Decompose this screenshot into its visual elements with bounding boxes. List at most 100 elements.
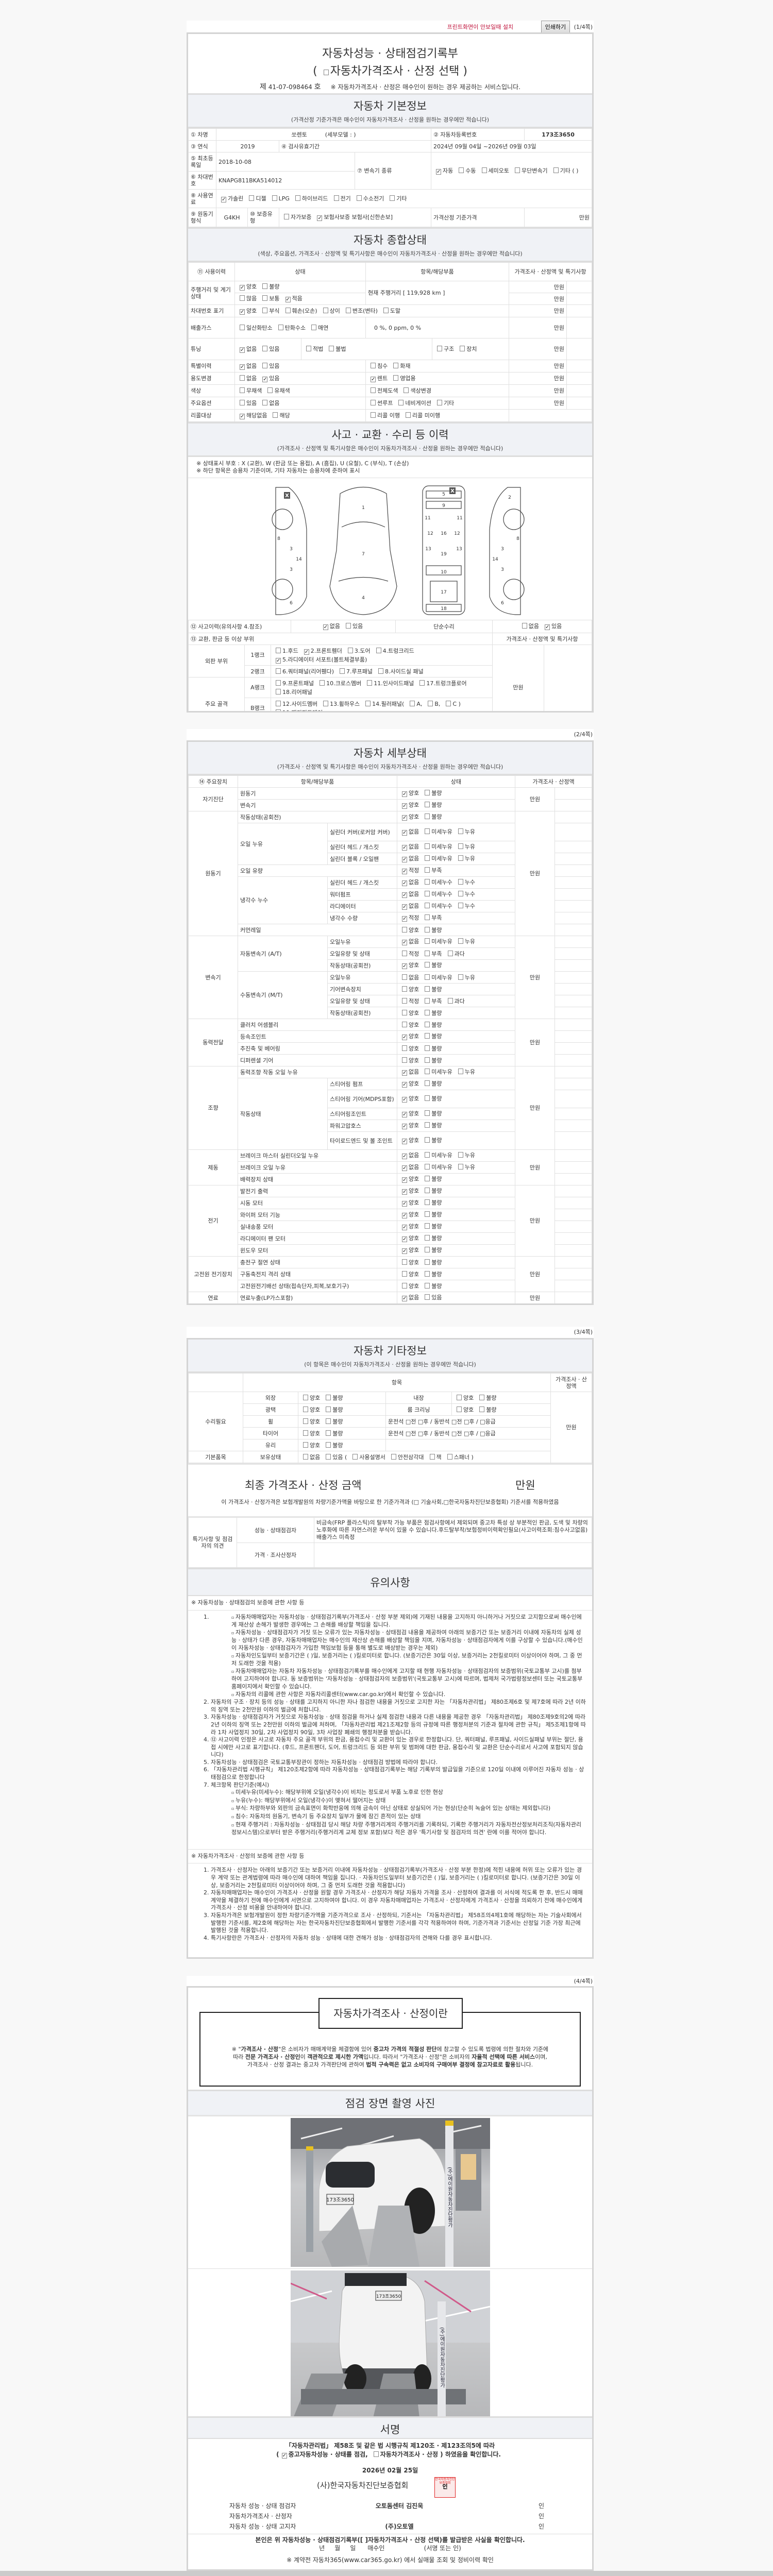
- checkbox[interactable]: [326, 1418, 331, 1424]
- checkbox-option[interactable]: 불량: [422, 1188, 442, 1194]
- checkbox-option[interactable]: ✓ 있음: [260, 375, 280, 382]
- checkbox[interactable]: [522, 623, 527, 629]
- checkbox[interactable]: [326, 1394, 331, 1400]
- checkbox-option[interactable]: 불량: [422, 1122, 442, 1129]
- checkbox-checked[interactable]: ✓: [221, 196, 226, 202]
- checkbox[interactable]: [402, 1057, 407, 1063]
- checkbox-option[interactable]: 불량: [477, 1406, 497, 1413]
- checkbox[interactable]: [391, 1453, 396, 1460]
- checkbox[interactable]: [404, 387, 409, 393]
- checkbox[interactable]: [262, 283, 268, 289]
- checkbox-option[interactable]: 미세누유: [422, 1069, 452, 1075]
- checkbox[interactable]: [446, 700, 451, 706]
- checkbox[interactable]: [402, 1045, 407, 1051]
- checkbox-option[interactable]: ✓ 없음: [399, 1294, 419, 1301]
- checkbox[interactable]: [402, 1021, 407, 1027]
- checkbox-checked[interactable]: ✓: [402, 1139, 407, 1144]
- checkbox-option[interactable]: 미세누유: [422, 828, 452, 835]
- checkbox-checked[interactable]: ✓: [402, 916, 407, 922]
- checkbox[interactable]: [425, 1045, 430, 1051]
- checkbox-checked[interactable]: ✓: [402, 1225, 407, 1230]
- checkbox-option[interactable]: 스패너 ): [445, 1453, 474, 1461]
- checkbox-option[interactable]: 부식: [260, 307, 280, 314]
- checkbox-option[interactable]: 양호: [300, 1394, 320, 1401]
- checkbox[interactable]: [425, 790, 430, 795]
- checkbox-option[interactable]: 누유: [456, 843, 475, 850]
- checkbox-option[interactable]: 있음: [260, 362, 280, 369]
- checkbox-option[interactable]: 미세누수: [422, 903, 452, 909]
- checkbox-option[interactable]: ✓ 없음: [237, 363, 257, 370]
- checkbox[interactable]: [326, 1430, 331, 1436]
- checkbox[interactable]: [457, 1394, 462, 1400]
- checkbox-option[interactable]: 양호: [399, 986, 419, 993]
- checkbox-option[interactable]: 유채색: [265, 387, 290, 394]
- checkbox-option[interactable]: 11.인사이드패널: [364, 680, 414, 687]
- checkbox[interactable]: [402, 1009, 407, 1015]
- checkbox[interactable]: [347, 647, 353, 653]
- checkbox-option[interactable]: 매연: [309, 324, 328, 331]
- checkbox[interactable]: [378, 668, 384, 674]
- checkbox[interactable]: [425, 938, 430, 944]
- checkbox[interactable]: [425, 1270, 430, 1277]
- checkbox-option[interactable]: 기타 ( ): [551, 167, 578, 174]
- checkbox-checked[interactable]: ✓: [402, 1097, 407, 1103]
- checkbox-option[interactable]: 일산화탄소: [237, 324, 273, 331]
- checkbox[interactable]: [436, 400, 442, 405]
- checkbox-option[interactable]: 부족: [422, 914, 442, 921]
- checkbox-option[interactable]: 19.패키지트레이: [273, 709, 323, 711]
- checkbox[interactable]: [425, 1259, 430, 1265]
- checkbox-option[interactable]: 부족: [422, 997, 442, 1005]
- checkbox[interactable]: [458, 828, 463, 834]
- checkbox-option[interactable]: 불량: [477, 1394, 497, 1401]
- checkbox[interactable]: [425, 986, 430, 992]
- checkbox[interactable]: [240, 375, 245, 381]
- checkbox-option[interactable]: 도말: [381, 307, 400, 314]
- checkbox[interactable]: [276, 688, 281, 694]
- checkbox-option[interactable]: 기타: [387, 195, 407, 202]
- checkbox-option[interactable]: 양호: [399, 926, 419, 934]
- checkbox[interactable]: [326, 1453, 331, 1460]
- checkbox-option[interactable]: 17.트렁크플로어: [417, 680, 467, 687]
- checkbox[interactable]: [306, 346, 311, 351]
- checkbox-option[interactable]: 9.프론트패널: [273, 680, 314, 687]
- checkbox[interactable]: [320, 680, 325, 686]
- checkbox[interactable]: [323, 307, 328, 313]
- checkbox-option[interactable]: 불량: [422, 1095, 442, 1102]
- checkbox-option[interactable]: 8.사이드실 패널: [376, 668, 424, 675]
- checkbox-option[interactable]: ✓ 양호: [399, 1033, 419, 1040]
- checkbox-checked[interactable]: ✓: [402, 803, 407, 809]
- checkbox-option[interactable]: 리콜 이행: [368, 412, 400, 419]
- checkbox[interactable]: [479, 1406, 485, 1412]
- checkbox-option[interactable]: ✓ 양호: [399, 1095, 419, 1103]
- checkbox[interactable]: [262, 307, 268, 313]
- checkbox-option[interactable]: 적정: [399, 950, 419, 957]
- checkbox-checked[interactable]: ✓: [240, 413, 245, 419]
- checkbox-checked[interactable]: ✓: [402, 904, 407, 910]
- checkbox-option[interactable]: 있음 (: [323, 1453, 347, 1461]
- checkbox[interactable]: [303, 1453, 308, 1460]
- checkbox-option[interactable]: 불량: [422, 1110, 442, 1117]
- checkbox[interactable]: [437, 346, 442, 351]
- checkbox-checked[interactable]: ✓: [371, 376, 376, 382]
- checkbox-option[interactable]: 장치: [457, 346, 477, 352]
- checkbox-option[interactable]: 양호: [300, 1430, 320, 1437]
- checkbox-option[interactable]: 전기: [331, 195, 351, 202]
- checkbox[interactable]: [333, 195, 339, 201]
- install-link[interactable]: 프린트화면이 안보일때 설치: [447, 24, 514, 30]
- checkbox-option[interactable]: 과다: [445, 997, 465, 1005]
- checkbox-option[interactable]: 불량: [422, 1199, 442, 1206]
- checkbox-option[interactable]: 기타: [434, 400, 454, 406]
- checkbox-option[interactable]: 있음: [260, 345, 280, 352]
- checkbox-option[interactable]: 양호: [399, 1270, 419, 1278]
- checkbox-option[interactable]: 불량: [422, 1080, 442, 1087]
- checkbox[interactable]: [425, 974, 430, 980]
- checkbox-option[interactable]: 없음: [399, 974, 419, 981]
- checkbox-option[interactable]: 있음: [422, 1294, 442, 1301]
- checkbox-option[interactable]: 불량: [422, 1223, 442, 1230]
- checkbox-option[interactable]: ✓ 양호: [399, 1137, 419, 1144]
- checkbox-checked[interactable]: ✓: [402, 1201, 407, 1207]
- checkbox-option[interactable]: 무단변속기: [512, 167, 548, 174]
- checkbox[interactable]: [428, 700, 433, 706]
- checkbox[interactable]: [284, 214, 289, 219]
- checkbox-option[interactable]: ✓ 없음: [399, 828, 419, 836]
